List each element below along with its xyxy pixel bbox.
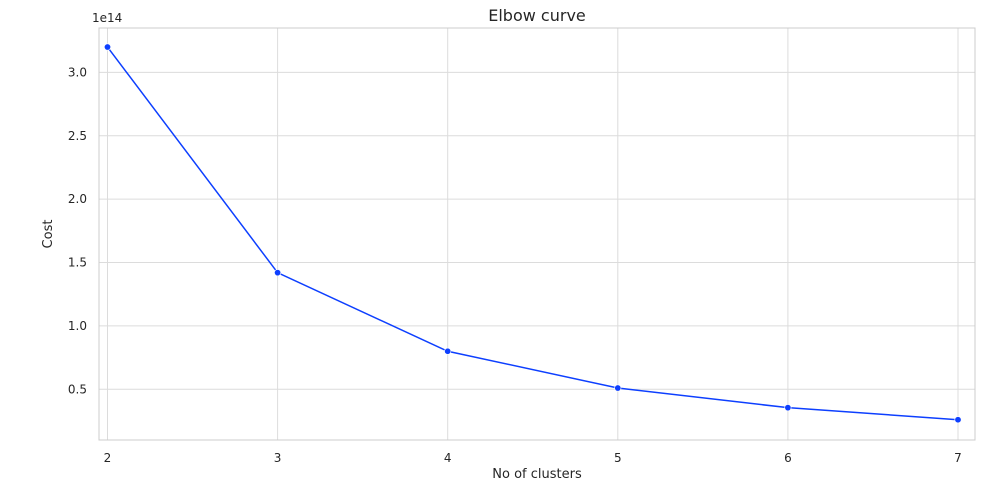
y-tick-label: 1.5	[68, 256, 87, 270]
data-point	[614, 384, 622, 392]
y-tick-label: 2.5	[68, 129, 87, 143]
x-axis-label: No of clusters	[492, 467, 582, 482]
y-axis-offset-label: 1e14	[92, 11, 122, 25]
y-axis-ticks: 0.5 1.0 1.5 2.0 2.5 3.0	[68, 65, 87, 396]
x-tick-label: 3	[274, 451, 282, 465]
data-point	[954, 416, 962, 424]
data-point	[274, 269, 282, 277]
data-point	[104, 43, 112, 51]
x-tick-label: 2	[104, 451, 112, 465]
x-tick-label: 5	[614, 451, 622, 465]
y-tick-label: 1.0	[68, 319, 87, 333]
grid-lines	[99, 28, 975, 440]
chart-title: Elbow curve	[488, 6, 586, 25]
data-point	[784, 404, 792, 412]
x-tick-label: 7	[954, 451, 962, 465]
x-axis-ticks: 2 3 4 5 6 7	[104, 451, 962, 465]
x-tick-label: 4	[444, 451, 452, 465]
y-axis-label: Cost	[41, 220, 56, 249]
series-line	[106, 46, 959, 421]
y-tick-label: 0.5	[68, 382, 87, 396]
plot-frame	[98, 27, 976, 441]
x-tick-label: 6	[784, 451, 792, 465]
data-point	[444, 347, 452, 355]
y-tick-label: 3.0	[68, 65, 87, 79]
series-layer	[104, 43, 962, 424]
y-tick-label: 2.0	[68, 192, 87, 206]
